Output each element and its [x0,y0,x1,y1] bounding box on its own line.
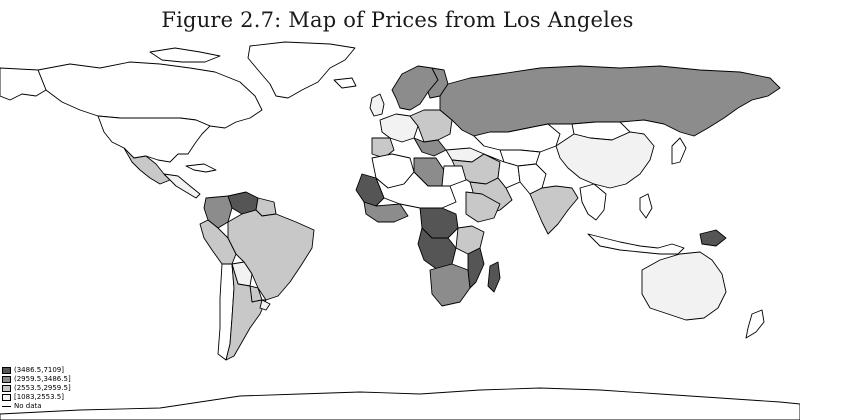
region-egypt [441,165,467,187]
region-eastern-europe [409,109,453,143]
region-southern-africa [429,263,471,307]
figure-title: Figure 2.7: Map of Prices from Los Angel… [161,8,634,32]
region-indonesia [587,233,685,255]
region-png [699,229,727,247]
region-uruguay [259,299,271,311]
legend-swatch [2,385,11,392]
legend-swatch [2,394,11,401]
legend-item-no-data: No data [2,402,71,411]
legend-label: No data [14,402,42,410]
region-southeast-asia [579,183,607,221]
region-brazil [227,209,315,301]
legend-swatch [2,367,11,374]
region-canada [37,61,263,129]
region-iceland [333,77,357,89]
region-china [555,131,655,189]
region-antarctica [0,387,800,420]
legend-item-q1: [1083,2553.5] [2,393,71,402]
legend-swatch [2,376,11,383]
legend-item-q2: (2553.5,2959.5] [2,384,71,393]
region-new-zealand [745,309,765,339]
legend-item-q4: (3486.5,7109] [2,366,71,375]
region-kazakhstan [473,123,561,153]
region-alaska [0,67,47,101]
region-iberia [371,137,395,159]
legend-label: [1083,2553.5] [14,393,64,401]
region-uk [369,93,385,117]
region-usa [97,115,211,163]
legend-swatch [2,406,11,407]
region-greenland [247,41,356,99]
legend-label: (2959.5,3486.5] [14,375,71,383]
region-madagascar [487,261,501,293]
region-peru [199,219,237,265]
region-balkans [413,137,447,157]
world-choropleth-map [0,41,800,420]
region-japan [671,137,687,165]
region-argentina [225,263,267,361]
region-australia [641,251,727,321]
region-central-america [163,173,201,199]
region-mozambique [467,247,485,289]
legend-label: (3486.5,7109] [14,366,64,374]
region-arctic-islands [149,47,221,63]
region-finland [427,67,449,99]
region-colombia [203,195,233,229]
legend-label: (2553.5,2959.5] [14,384,71,392]
region-gulf-guinea [363,201,409,223]
region-philippines [639,193,653,219]
region-caribbean [185,163,217,173]
region-india [529,185,579,235]
legend-item-q3: (2959.5,3486.5] [2,375,71,384]
map-legend: (3486.5,7109] (2959.5,3486.5] (2553.5,29… [2,366,71,411]
region-horn-africa [465,191,501,223]
region-iran [483,153,521,189]
